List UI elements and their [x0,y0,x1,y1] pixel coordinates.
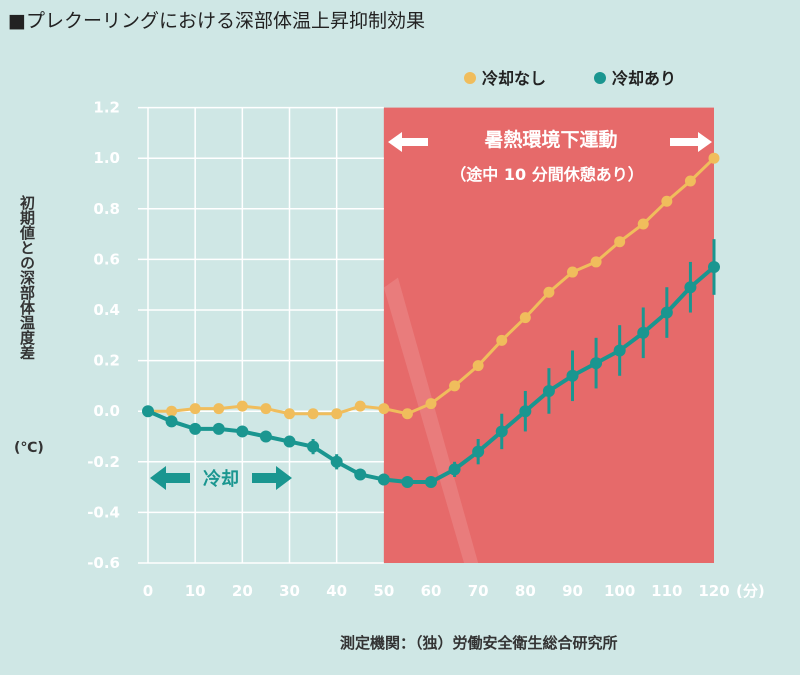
data-point [684,175,696,187]
y-tick-label: 0.2 [93,352,120,370]
data-point [590,256,602,268]
legend-marker [464,72,476,84]
x-tick-label: 10 [185,582,206,600]
data-point [472,360,484,372]
data-point [189,403,201,415]
data-point [212,422,225,435]
data-point [213,403,225,415]
x-tick-label: 120 [698,582,729,600]
x-tick-label: 50 [373,582,394,600]
y-tick-label: 1.2 [93,99,120,117]
data-point [708,152,720,164]
data-point [543,286,555,298]
data-point [331,408,343,420]
data-point [660,306,673,319]
data-point [354,400,366,412]
data-point [189,422,202,435]
y-axis-label: 初期値との深部体温度差 [18,195,36,360]
data-point [284,408,295,420]
data-point [354,468,367,481]
y-tick-label: 0.4 [93,301,120,319]
data-point [519,405,532,418]
data-point [614,236,626,248]
data-point [378,403,390,415]
y-tick-label: -0.2 [87,453,120,471]
legend-label: 冷却あり [612,69,676,88]
cooling-label: 冷却 [203,468,239,490]
data-point [542,384,555,397]
x-tick-label: 80 [515,582,536,600]
x-tick-label: 60 [421,582,442,600]
data-point [684,281,697,294]
data-point [496,334,508,346]
x-tick-label: 20 [232,582,253,600]
right-arrow-icon [252,466,292,490]
data-point [472,445,485,458]
data-point [165,415,178,428]
x-tick-label: 110 [651,582,682,600]
left-arrow-icon [150,466,190,490]
exercise-region [383,107,714,563]
exercise-label: 暑熱環境下運動 [484,128,617,151]
data-point [448,463,461,476]
data-point [590,357,603,370]
legend-label: 冷却なし [482,69,546,88]
legend-marker [594,72,606,84]
y-tick-label: 1.0 [93,149,120,167]
source-note: 測定機関：（独）労働安全衛生総合研究所 [340,634,618,652]
data-point [661,195,673,207]
data-point [495,425,508,438]
data-point [567,266,578,278]
data-point [142,405,154,418]
data-point [236,400,248,412]
data-point [283,435,296,448]
x-tick-label: 40 [326,582,347,600]
x-axis-unit: (分) [736,582,765,600]
x-tick-label: 90 [562,582,583,600]
data-point [166,405,178,417]
exercise-sublabel: （途中 10 分間休憩あり） [450,165,643,184]
data-point [566,369,579,382]
data-point [330,455,343,468]
data-point [449,380,461,392]
data-point [259,430,272,443]
chart-title: ■プレクーリングにおける深部体温上昇抑制効果 [8,10,425,32]
data-point [613,344,626,357]
left-arrow-icon [388,132,428,152]
y-tick-label: 0.8 [93,200,120,218]
x-tick-label: 70 [468,582,489,600]
y-tick-label: -0.4 [87,503,120,521]
data-point [236,425,249,438]
x-tick-label: 100 [604,582,635,600]
data-point [260,403,272,415]
y-axis-unit: (℃) [14,440,44,456]
region-texture [383,277,479,563]
data-point [377,473,390,486]
data-point [307,408,319,420]
data-point [401,476,414,489]
data-point [637,218,649,230]
data-point [425,398,437,410]
data-point [307,440,320,453]
data-point [708,260,720,273]
x-tick-label: 30 [279,582,300,600]
data-point [637,326,650,339]
y-tick-label: 0.0 [93,402,120,420]
data-point [401,408,413,420]
x-tick-label: 0 [143,582,153,600]
y-tick-label: -0.6 [87,554,120,572]
right-arrow-icon [670,132,712,152]
y-tick-label: 0.6 [93,250,120,268]
data-point [519,312,531,324]
data-point [425,476,437,489]
